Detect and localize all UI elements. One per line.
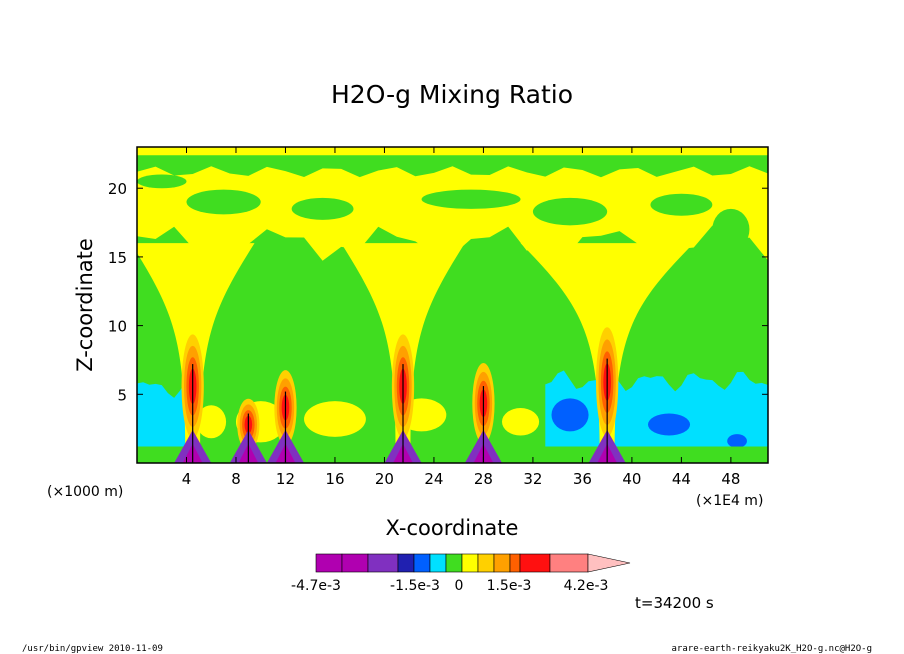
colorbar-cell [429,553,447,573]
x-tick-label: 40 [622,470,641,488]
y-tick-label: 5 [117,386,127,404]
yellow-patch [501,408,540,436]
x-tick-label: 12 [276,470,295,488]
colorbar-cell [519,553,551,573]
x-tick-label: 24 [424,470,443,488]
x-axis-label: X-coordinate [386,516,519,540]
colorbar-label: 1.5e-3 [487,578,532,594]
upper-yellow-band [137,166,768,261]
colorbar-cell [397,553,415,573]
colorbar-label: -1.5e-3 [390,578,440,594]
top-yellow-strip [137,147,768,156]
colorbar-label: 0 [455,578,464,594]
colorbar-cell [413,553,431,573]
colorbar-cell [315,553,343,573]
colorbar-cell [509,553,521,573]
x-tick-label: 28 [474,470,493,488]
colorbar-cell [445,553,463,573]
plot-frame [136,146,769,464]
colorbar-arrow [587,553,631,573]
green-patch [650,193,713,216]
x-unit-left: (×1000 m) [47,484,123,500]
colorbar-cell [461,553,479,573]
yellow-patch [196,405,227,439]
x-tick-label: 16 [325,470,344,488]
y-tick-label: 15 [108,249,127,267]
colorbar-cell [367,553,399,573]
green-patch [532,197,608,226]
colorbar-cell [477,553,495,573]
x-tick-label: 48 [721,470,740,488]
blue-patch [551,398,589,432]
time-label: t=34200 s [635,594,714,612]
x-tick-label: 32 [523,470,542,488]
chart-title: H2O-g Mixing Ratio [331,80,573,109]
x-tick-label: 44 [672,470,691,488]
colorbar-label: -4.7e-3 [291,578,341,594]
green-patch [291,197,354,220]
footer-right: arare-earth-reikyaku2K_H2O-g.nc@H2O-g [672,644,872,654]
green-patch [137,174,187,189]
y-tick-label: 20 [108,180,127,198]
x-tick-label: 4 [182,470,192,488]
green-patch [186,189,261,215]
green-patch [712,208,750,251]
blue-patch [647,413,691,436]
x-tick-label: 8 [231,470,241,488]
colorbar-cell [341,553,369,573]
footer-left: /usr/bin/gpview 2010-11-09 [22,644,163,654]
colorbar-cell [549,553,589,573]
colorbar-label: 4.2e-3 [564,578,609,594]
x-tick-label: 36 [573,470,592,488]
plot-area [137,147,768,463]
yellow-patch [304,401,366,437]
x-tick-label: 20 [375,470,394,488]
y-axis-label: Z-coordinate [73,238,97,372]
y-tick-label: 10 [108,318,127,336]
x-unit-right: (×1E4 m) [696,493,763,509]
colorbar-cell [493,553,511,573]
green-patch [421,189,521,209]
colorbar: -4.7e-3 -1.5e-3 0 1.5e-3 4.2e-3 [291,553,631,594]
blue-patch [727,434,747,448]
